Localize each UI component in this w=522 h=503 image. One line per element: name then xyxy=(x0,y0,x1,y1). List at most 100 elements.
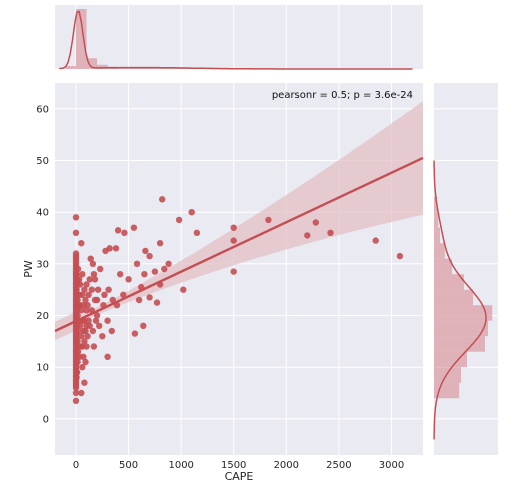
scatter-point xyxy=(114,227,122,234)
histogram-bar xyxy=(434,258,452,275)
scatter-point xyxy=(91,276,99,283)
scatter-point xyxy=(142,247,149,255)
x-tick-label: 500 xyxy=(119,460,138,471)
x-tick-label: 0 xyxy=(73,460,79,471)
scatter-point xyxy=(265,216,272,224)
scatter-point xyxy=(93,312,101,319)
top-marginal-grid xyxy=(75,5,392,69)
histogram-bar xyxy=(434,305,493,321)
histogram-bar xyxy=(434,243,445,259)
scatter-point xyxy=(77,281,84,288)
scatter-point xyxy=(74,312,81,319)
scatter-point xyxy=(72,389,80,397)
scatter-point xyxy=(74,338,81,345)
scatter-point xyxy=(80,353,87,360)
y-tick-label: 30 xyxy=(36,259,49,270)
scatter-point xyxy=(94,286,102,293)
scatter-point xyxy=(93,296,101,304)
scatter-point xyxy=(104,353,111,360)
histogram-bar xyxy=(65,66,76,69)
scatter-point xyxy=(73,374,80,381)
scatter-point xyxy=(106,245,113,252)
scatter-point xyxy=(151,268,159,275)
scatter-point xyxy=(72,397,80,404)
histogram-bar xyxy=(434,336,485,352)
scatter-point xyxy=(79,271,86,278)
scatter-point xyxy=(101,291,108,298)
scatter-point xyxy=(81,286,88,293)
scatter-point xyxy=(82,358,89,366)
scatter-point xyxy=(79,364,86,371)
scatter-point xyxy=(108,327,116,335)
scatter-point xyxy=(78,307,85,314)
histogram-bar xyxy=(97,64,108,69)
right-marginal-panel xyxy=(433,83,498,455)
top-marginal-background xyxy=(55,5,423,69)
scatter-point xyxy=(125,276,132,283)
scatter-point xyxy=(73,333,80,340)
main-plot-background xyxy=(55,83,423,455)
scatter-point xyxy=(78,389,85,397)
histogram-bar xyxy=(434,320,488,337)
scatter-point xyxy=(146,294,153,301)
scatter-point xyxy=(180,286,187,293)
right-marginal-kde xyxy=(433,160,487,440)
scatter-point xyxy=(73,286,80,293)
scatter-point xyxy=(90,343,98,350)
scatter-point xyxy=(104,317,111,324)
scatter-point xyxy=(140,322,147,329)
scatter-point xyxy=(133,260,141,267)
scatter-point xyxy=(78,333,85,340)
scatter-point xyxy=(312,219,319,226)
scatter-point xyxy=(90,271,98,278)
scatter-point xyxy=(230,268,237,275)
y-tick-label: 60 xyxy=(36,104,49,115)
histogram-bar xyxy=(434,367,461,383)
scatter-point xyxy=(92,317,100,324)
confidence-band xyxy=(55,101,423,341)
scatter-point xyxy=(153,299,161,306)
histogram-bar xyxy=(76,9,87,69)
scatter-point xyxy=(372,237,379,244)
scatter-point xyxy=(89,327,97,335)
x-tick-label: 3000 xyxy=(379,460,404,471)
scatter-point xyxy=(79,291,86,298)
histogram-bar xyxy=(434,351,467,368)
scatter-point xyxy=(72,250,80,257)
scatter-point xyxy=(141,271,148,278)
scatter-point xyxy=(161,265,168,273)
regression-line xyxy=(54,156,424,333)
scatter-point xyxy=(76,276,83,283)
scatter-point xyxy=(121,229,128,236)
scatter-point xyxy=(117,271,124,278)
scatter-point xyxy=(84,333,91,340)
scatter-point xyxy=(131,330,139,337)
y-tick-label: 50 xyxy=(36,156,49,167)
scatter-point xyxy=(74,296,81,304)
y-tick-label: 0 xyxy=(43,414,49,425)
scatter-point xyxy=(84,302,91,309)
scatter-point xyxy=(165,260,172,267)
scatter-point xyxy=(112,245,120,252)
y-tick-label: 40 xyxy=(36,208,49,219)
scatter-point xyxy=(230,237,237,244)
scatter-point xyxy=(120,291,127,298)
x-tick-label: 1500 xyxy=(221,460,246,471)
histogram-bar xyxy=(139,67,161,69)
scatter-point xyxy=(74,358,81,366)
scatter-point xyxy=(82,327,89,335)
scatter-point xyxy=(99,333,106,340)
scatter-point xyxy=(175,216,183,224)
histogram-bar xyxy=(434,274,464,290)
scatter-point xyxy=(88,286,96,293)
histogram-bar xyxy=(128,67,140,69)
scatter-point xyxy=(156,240,164,247)
scatter-point xyxy=(188,209,195,216)
scatter-point xyxy=(86,276,93,283)
x-tick-label: 2500 xyxy=(326,460,351,471)
scatter-point xyxy=(81,338,88,345)
scatter-point xyxy=(230,224,237,231)
scatter-point xyxy=(109,296,117,304)
y-tick-labels: 0 10 20 30 40 50 60 xyxy=(36,104,49,425)
